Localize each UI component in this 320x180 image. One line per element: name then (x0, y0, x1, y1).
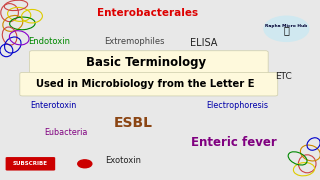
Text: ELISA: ELISA (189, 38, 217, 48)
Text: Endotoxin: Endotoxin (28, 37, 71, 46)
Text: ETC: ETC (275, 72, 292, 81)
Text: Rapha Micro Hub: Rapha Micro Hub (265, 24, 308, 28)
Circle shape (264, 16, 309, 41)
FancyBboxPatch shape (6, 157, 55, 171)
FancyBboxPatch shape (20, 72, 278, 96)
Text: Enterotoxin: Enterotoxin (30, 101, 77, 110)
Text: 🎓: 🎓 (284, 26, 289, 36)
Text: Enteric fever: Enteric fever (191, 136, 276, 149)
Text: Electrophoresis: Electrophoresis (206, 101, 268, 110)
Text: Exotoxin: Exotoxin (105, 156, 141, 165)
Text: ESBL: ESBL (113, 116, 152, 130)
FancyBboxPatch shape (29, 51, 268, 74)
Circle shape (78, 160, 92, 168)
Text: Used in Microbiology from the Letter E: Used in Microbiology from the Letter E (36, 79, 255, 89)
Text: Eubacteria: Eubacteria (44, 128, 87, 137)
Text: SUBSCRIBE: SUBSCRIBE (13, 161, 48, 166)
Text: Extremophiles: Extremophiles (104, 37, 165, 46)
Text: Basic Terminology: Basic Terminology (85, 56, 206, 69)
Text: Enterobacterales: Enterobacterales (97, 8, 198, 18)
